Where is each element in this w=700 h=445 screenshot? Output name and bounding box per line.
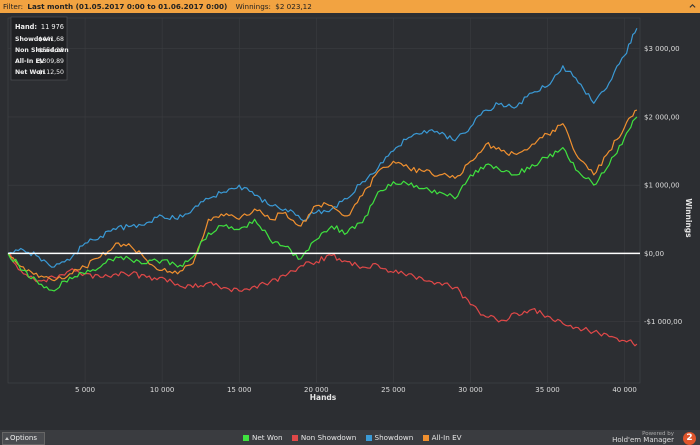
stats-all-in-ev-label: All-In EV — [15, 58, 45, 65]
x-tick-label: 15 000 — [227, 386, 252, 394]
x-tick-label: 10 000 — [150, 386, 175, 394]
filter-label: Filter: — [3, 2, 24, 11]
x-tick-label: 30 000 — [458, 386, 483, 394]
winnings-value: $2 023,12 — [275, 2, 312, 11]
stats-net-won-value: -$112,50 — [36, 69, 64, 76]
legend-all-in-ev-swatch — [422, 435, 429, 441]
stats-showdown-value: $441,68 — [38, 36, 64, 43]
series-line-net-won — [7, 116, 638, 292]
y-tick-label: $2 000,00 — [644, 113, 680, 121]
series-line-all-in-ev — [7, 109, 638, 282]
legend-showdown-label: Showdown — [374, 433, 414, 442]
legend-non-showdown-swatch — [291, 435, 298, 441]
series-line-showdown — [7, 27, 638, 268]
legend: Net Won Non Showdown Showdown All-In EV — [243, 433, 469, 442]
legend-all-in-ev-label: All-In EV — [431, 433, 462, 442]
x-tick-label: 25 000 — [381, 386, 406, 394]
stats-non-showdown-label: Non Showdown — [15, 47, 69, 54]
chart-area: 5 000 10 000 15 000 20 000 25 000 30 000 35 00… — [0, 13, 700, 430]
hm-logo-icon: 2 — [683, 432, 696, 445]
powered-by: Powered by Hold'em Manager — [612, 431, 674, 444]
legend-non-showdown[interactable]: Non Showdown — [291, 433, 357, 442]
stats-hand-label: Hand: — [15, 23, 37, 31]
winnings-label: Winnings: — [235, 2, 271, 11]
x-tick-label: 5 000 — [75, 386, 95, 394]
y-tick-label: $3 000,00 — [644, 45, 680, 53]
legend-non-showdown-label: Non Showdown — [300, 433, 357, 442]
y-tick-label: $0,00 — [644, 250, 664, 258]
stats-showdown-label: Showdown — [15, 36, 53, 43]
legend-net-won[interactable]: Net Won — [243, 433, 283, 442]
bottom-bar: Options — [0, 430, 700, 445]
stats-hand-value: 11 976 — [41, 23, 64, 31]
x-axis-title: Hands — [310, 393, 337, 402]
stats-net-won-label: Net Won — [15, 69, 45, 76]
x-tick-label: 40 000 — [612, 386, 637, 394]
x-tick-label: 35 000 — [535, 386, 560, 394]
filter-date-range[interactable]: Last month (01.05.2017 0:00 to 01.06.201… — [27, 2, 228, 11]
options-button[interactable]: Options — [2, 432, 46, 445]
legend-net-won-label: Net Won — [252, 433, 283, 442]
legend-showdown[interactable]: Showdown — [365, 433, 414, 442]
y-axis-title: Winnings — [684, 198, 693, 238]
legend-net-won-swatch — [243, 435, 249, 441]
grid-lines — [7, 17, 641, 384]
collapse-chevron-icon[interactable] — [689, 3, 696, 10]
brand-name: Hold'em Manager — [612, 436, 674, 444]
series-line-non-showdown — [7, 252, 638, 347]
y-tick-label: -$1 000,00 — [644, 318, 682, 326]
series-lines — [7, 27, 640, 347]
stats-all-in-ev-value: -$309,89 — [36, 58, 64, 65]
powered-by-text: Powered by — [642, 431, 674, 437]
legend-showdown-swatch — [365, 435, 372, 441]
plot-frame — [7, 17, 641, 384]
x-tick-label: 20 000 — [304, 386, 329, 394]
y-tick-label: $1 000,00 — [644, 182, 680, 190]
legend-all-in-ev[interactable]: All-In EV — [422, 433, 462, 442]
filter-bar: Filter: Last month (01.05.2017 0:00 to 0… — [0, 0, 700, 13]
stats-panel: Hand: 11 976 Showdown $441,68 Non Showdo… — [10, 16, 69, 81]
axes: 5 000 10 000 15 000 20 000 25 000 30 000 35 00… — [75, 45, 682, 394]
stats-non-showdown-value: -$554,18 — [36, 47, 64, 54]
winnings-chart: 5 000 10 000 15 000 20 000 25 000 30 000 35 00… — [7, 16, 693, 402]
